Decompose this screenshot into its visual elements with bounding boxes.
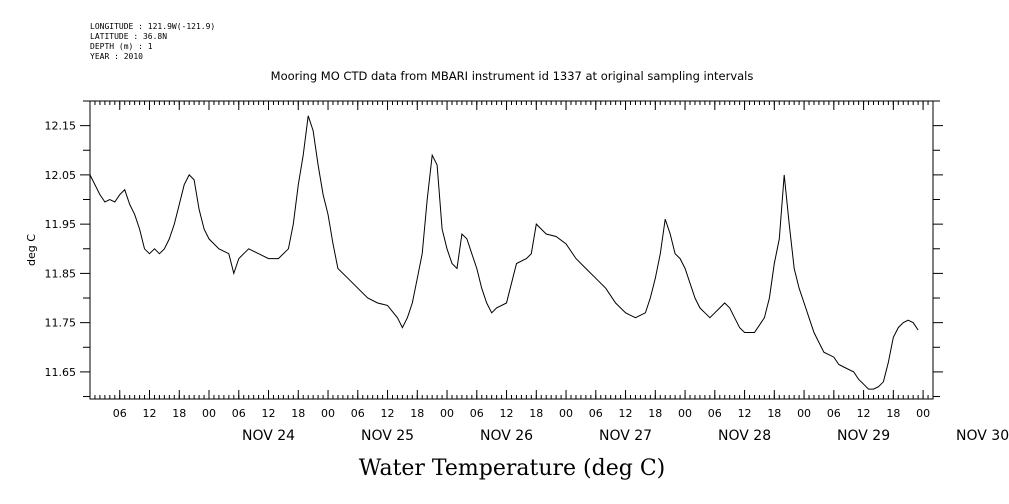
x-day-label: NOV 24 [242, 428, 295, 444]
x-tick-label: 18 [767, 407, 781, 420]
x-tick-label: 06 [827, 407, 841, 420]
metadata-block: LONGITUDE : 121.9W(-121.9) LATITUDE : 36… [90, 22, 215, 62]
x-tick-label: 12 [619, 407, 633, 420]
x-tick-label: 18 [886, 407, 900, 420]
x-day-label: NOV 28 [718, 428, 771, 444]
x-day-label: NOV 26 [480, 428, 533, 444]
x-day-label: NOV 30 [956, 428, 1009, 444]
x-tick-label: 18 [172, 407, 186, 420]
x-tick-label: 18 [410, 407, 424, 420]
x-tick-label: 18 [648, 407, 662, 420]
latitude-label: LATITUDE : 36.8N [90, 32, 168, 41]
x-tick-label: 12 [381, 407, 395, 420]
x-tick-label: 06 [708, 407, 722, 420]
x-tick-label: 00 [321, 407, 335, 420]
water-temperature-line [89, 115, 919, 390]
x-tick-label: 12 [262, 407, 276, 420]
x-tick-label: 00 [440, 407, 454, 420]
x-axis-title: Water Temperature (deg C) [359, 456, 666, 481]
x-tick-label: 06 [470, 407, 484, 420]
x-tick-label: 12 [143, 407, 157, 420]
x-tick-label: 06 [113, 407, 127, 420]
x-tick-label: 18 [529, 407, 543, 420]
axis-labels: 06 12 18 00 06 12 18 00 06 12 18 00 06 12 18 00 06 12 18 00… [45, 120, 1009, 444]
y-tick-label: 11.85 [45, 267, 77, 280]
x-tick-label: 12 [738, 407, 752, 420]
x-tick-label: 00 [202, 407, 216, 420]
y-tick-label: 11.95 [45, 218, 77, 231]
x-tick-label: 00 [559, 407, 573, 420]
axis-ticks [80, 100, 943, 399]
y-tick-label: 12.15 [45, 120, 77, 133]
x-tick-label: 12 [500, 407, 514, 420]
x-tick-label: 12 [857, 407, 871, 420]
plot-frame [89, 100, 934, 400]
y-tick-label: 12.05 [45, 169, 77, 182]
x-tick-label: 06 [589, 407, 603, 420]
chart-title: Mooring MO CTD data from MBARI instrumen… [271, 69, 754, 83]
depth-label: DEPTH (m) : 1 [90, 42, 153, 51]
year-label: YEAR : 2010 [90, 52, 143, 61]
x-day-label: NOV 25 [361, 428, 414, 444]
x-day-label: NOV 27 [599, 428, 652, 444]
x-tick-label: 00 [916, 407, 930, 420]
y-tick-label: 11.75 [45, 317, 77, 330]
longitude-label: LONGITUDE : 121.9W(-121.9) [90, 22, 216, 31]
x-day-label: NOV 29 [837, 428, 890, 444]
y-tick-label: 11.65 [45, 366, 77, 379]
x-tick-label: 06 [232, 407, 246, 420]
y-axis-label: deg C [25, 234, 38, 266]
x-tick-label: 18 [291, 407, 305, 420]
x-tick-label: 06 [351, 407, 365, 420]
x-tick-label: 00 [678, 407, 692, 420]
x-tick-label: 00 [797, 407, 811, 420]
